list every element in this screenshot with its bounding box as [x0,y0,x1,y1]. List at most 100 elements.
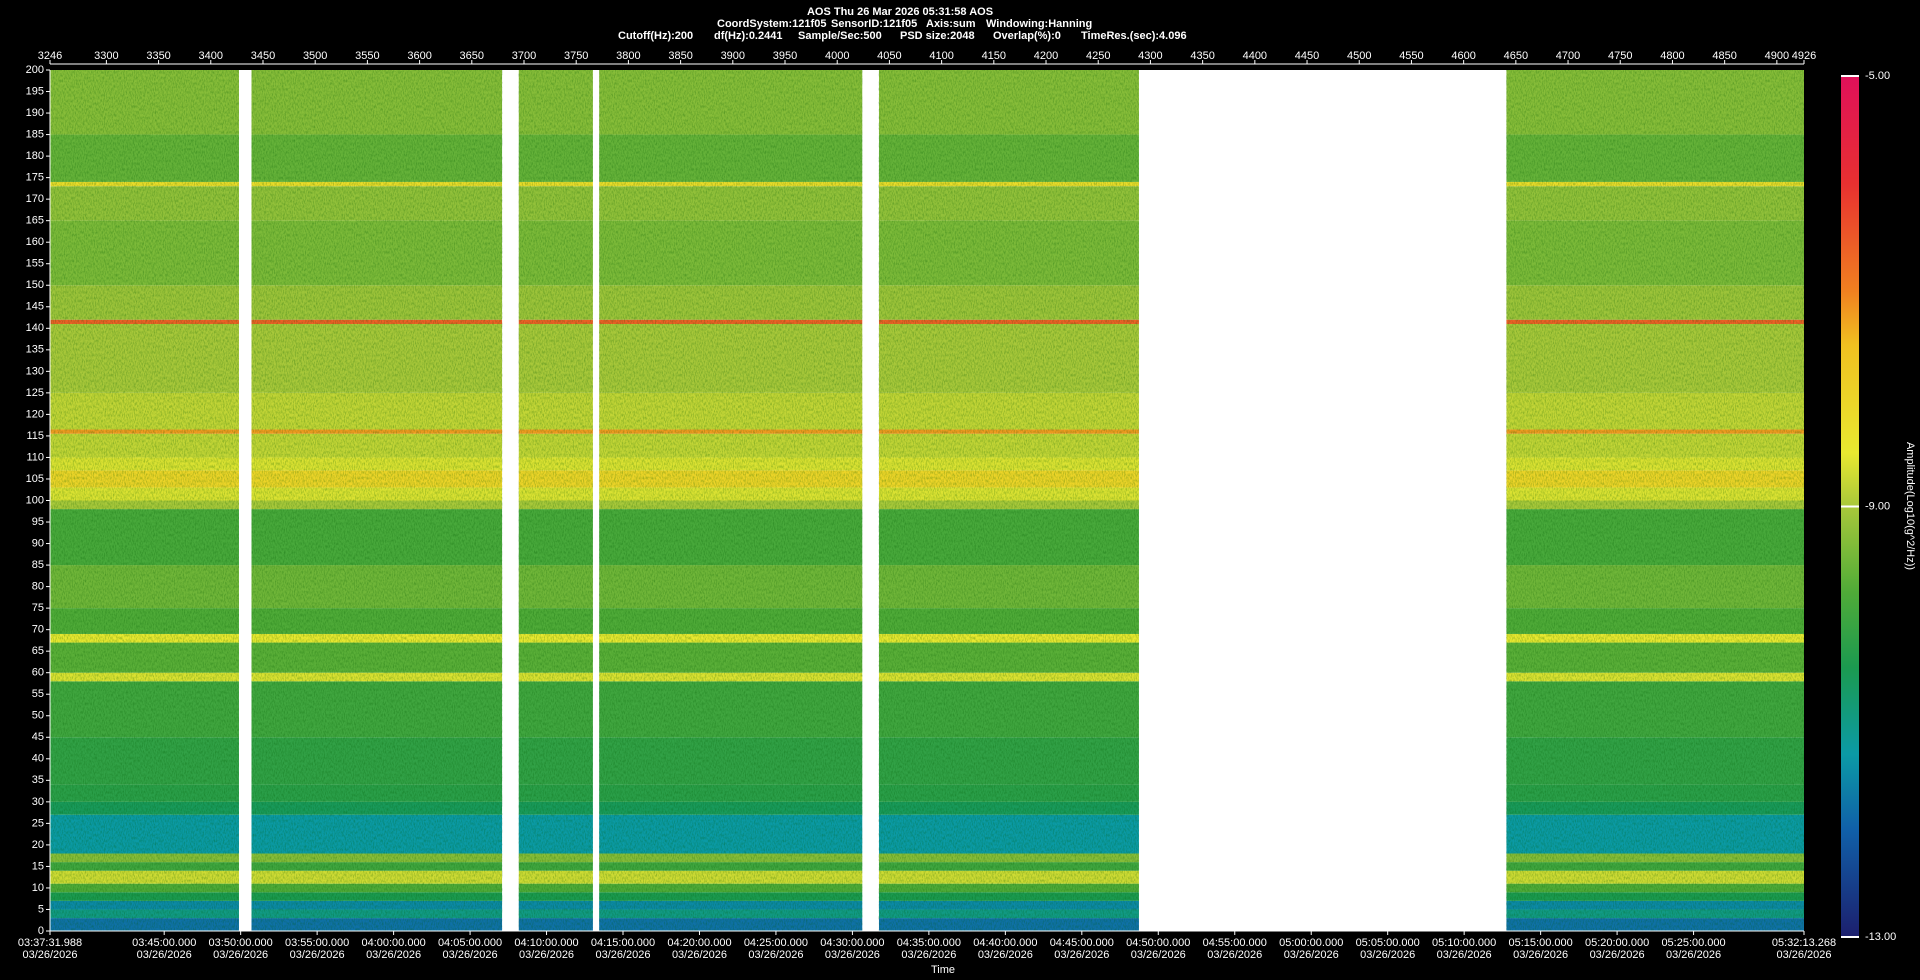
chart-title: AOS Thu 26 Mar 2026 05:31:58 AOS [807,6,993,18]
x2-tick-date: 03/26/2026 [290,949,345,961]
x-tick-label: 4900 [1765,50,1789,62]
info-text: Windowing:Hanning [986,18,1092,30]
y-tick-label: 70 [32,624,44,636]
x-tick-label: 3600 [407,50,431,62]
y-tick-label: 40 [32,753,44,765]
x-axis-label: Time [931,964,955,976]
y-tick-label: 30 [32,796,44,808]
y-tick-label: 15 [32,860,44,872]
y-tick-label: 60 [32,667,44,679]
x2-tick-date: 03/26/2026 [1284,949,1339,961]
x-tick-label: 4600 [1451,50,1475,62]
x2-tick-date: 03/26/2026 [595,949,650,961]
y-tick-label: 35 [32,774,44,786]
y-tick-label: 90 [32,537,44,549]
x2-tick-label: 04:25:00.000 [744,937,808,949]
y-tick-label: 105 [26,473,44,485]
segment [1506,70,1804,931]
x-tick-label: 3246 [38,50,62,62]
y-tick-label: 140 [26,322,44,334]
y-tick-label: 120 [26,408,44,420]
y-tick-label: 65 [32,645,44,657]
y-tick-label: 150 [26,279,44,291]
x2-tick-label: 05:05:00.000 [1356,937,1420,949]
segment [599,70,863,931]
x-tick-label: 4300 [1138,50,1162,62]
x2-tick-label: 04:10:00.000 [514,937,578,949]
x2-tick-label: 05:25:00.000 [1661,937,1725,949]
x-tick-label: 4250 [1086,50,1110,62]
x2-tick-date: 03/26/2026 [519,949,574,961]
x2-tick-label: 03:45:00.000 [132,937,196,949]
y-tick-label: 115 [26,430,44,442]
x2-tick-label: 04:50:00.000 [1126,937,1190,949]
y-tick-label: 185 [26,128,44,140]
y-tick-label: 125 [26,387,44,399]
x2-tick-label: 05:20:00.000 [1585,937,1649,949]
x-tick-label: 4050 [877,50,901,62]
x-tick-label: 4450 [1295,50,1319,62]
y-tick-label: 25 [32,817,44,829]
y-tick-label: 200 [26,64,44,76]
y-tick-label: 80 [32,581,44,593]
y-tick-label: 195 [26,85,44,97]
texture [1506,70,1804,931]
y-tick-label: 50 [32,710,44,722]
y-tick-label: 155 [26,258,44,270]
y-tick-label: 45 [32,731,44,743]
x-tick-label: 3450 [251,50,275,62]
info-text: Sample/Sec:500 [798,30,882,42]
x-tick-label: 3350 [146,50,170,62]
info-text: PSD size:2048 [900,30,975,42]
y-tick-label: 190 [26,107,44,119]
colorbar-tick-label: -5.00 [1865,70,1890,82]
y-tick-label: 85 [32,559,44,571]
x2-tick-date: 03/26/2026 [1131,949,1186,961]
x-tick-label: 4150 [982,50,1006,62]
x-tick-label: 4550 [1399,50,1423,62]
x2-tick-date: 03/26/2026 [137,949,192,961]
x-tick-label: 4800 [1660,50,1684,62]
y-tick-label: 75 [32,602,44,614]
x2-tick-date: 03/26/2026 [825,949,880,961]
x2-tick-label: 04:05:00.000 [438,937,502,949]
x2-tick-label: 05:32:13.268 [1772,937,1836,949]
x-tick-label: 4400 [1243,50,1267,62]
x2-tick-date: 03/26/2026 [901,949,956,961]
segment [251,70,503,931]
y-tick-label: 170 [26,193,44,205]
texture [878,70,1139,931]
segment [518,70,593,931]
texture [599,70,863,931]
x2-tick-date: 03/26/2026 [1054,949,1109,961]
x-tick-label: 4350 [1190,50,1214,62]
x-tick-label: 3700 [512,50,536,62]
x2-tick-date: 03/26/2026 [443,949,498,961]
info-text: Axis:sum [926,18,976,30]
x-tick-label: 4100 [929,50,953,62]
x2-tick-date: 03/26/2026 [978,949,1033,961]
info-text: CoordSystem:121f05 [717,18,826,30]
x-tick-label: 4650 [1504,50,1528,62]
x-tick-label: 3500 [303,50,327,62]
x2-tick-date: 03/26/2026 [1666,949,1721,961]
x2-tick-date: 03/26/2026 [366,949,421,961]
colorbar-label: Amplitude(Log10(g^2/Hz)) [1904,442,1916,570]
x2-tick-label: 03:37:31.988 [18,937,82,949]
info-text: Overlap(%):0 [993,30,1061,42]
x2-tick-label: 04:40:00.000 [973,937,1037,949]
texture [251,70,503,931]
x2-tick-label: 05:00:00.000 [1279,937,1343,949]
colorbar-tick-label: -13.00 [1865,931,1896,943]
x2-tick-label: 04:15:00.000 [591,937,655,949]
x2-tick-date: 03/26/2026 [1207,949,1262,961]
colorbar-tick-label: -9.00 [1865,500,1890,512]
x-tick-label: 3750 [564,50,588,62]
x2-tick-date: 03/26/2026 [1513,949,1568,961]
x2-tick-label: 03:55:00.000 [285,937,349,949]
x-tick-label: 4750 [1608,50,1632,62]
info-text: Cutoff(Hz):200 [618,30,693,42]
x-tick-label: 4200 [1034,50,1058,62]
